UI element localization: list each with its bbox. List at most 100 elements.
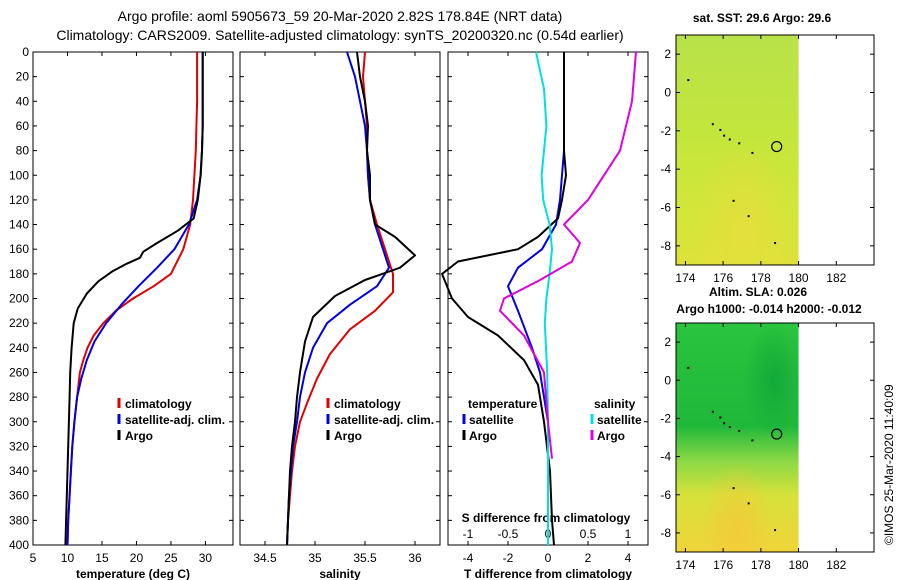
difference-series-s-argo (499, 51, 637, 459)
sla_map-xtick-label: 174 (675, 558, 695, 572)
sst_map-island (719, 128, 722, 131)
sst_map-ytick-label: -8 (660, 239, 671, 253)
salinity-xtick-label: 35.5 (353, 551, 377, 565)
difference-top-xlabel: S difference from climatology (462, 511, 631, 525)
ytick-label: 40 (16, 94, 30, 108)
sla_map-xtick-label: 182 (826, 558, 846, 572)
sla_map-island (687, 366, 690, 369)
legend-label: climatology (125, 397, 192, 411)
sst_map-island (747, 215, 750, 218)
legend-label: Argo (597, 429, 625, 443)
salinity-series-satellite-adj--clim- (286, 51, 390, 546)
temperature-panel: 0 20 40 60 80 100 120 140 160 180 200 220 240 260 280 3… (9, 45, 234, 580)
ytick-label: 220 (9, 316, 29, 330)
sla_map-ytick-label: -8 (660, 526, 671, 540)
ytick-label: 300 (9, 415, 29, 429)
temperature-series-argo (64, 52, 204, 546)
legend-label: Argo (469, 429, 497, 443)
imos-watermark: ©IMOS 25-Mar-2020 11:40:09 (882, 384, 896, 545)
legend-label: satellite (597, 413, 642, 427)
sst-map-title: sat. SST: 29.6 Argo: 29.6 (693, 11, 832, 25)
difference-xtick-label: -2 (503, 551, 514, 565)
sla_map-xtick-label: 176 (713, 558, 733, 572)
difference-top-xtick-label: -1 (463, 527, 474, 541)
salinity-panel: 34.5 35 35.5 36 salinity climatology satellite… (239, 51, 441, 580)
ytick-label: 400 (9, 538, 29, 552)
sst_map-ytick-label: -4 (660, 162, 671, 176)
sst_map-island (751, 151, 754, 154)
salinity-xlabel: salinity (319, 567, 361, 580)
sst_map-xtick-label: 176 (713, 271, 733, 285)
difference-xtick-label: -4 (463, 551, 474, 565)
difference-series-t-satellite (507, 52, 565, 545)
difference-top-xtick-label: 1 (625, 527, 632, 541)
ytick-label: 340 (9, 464, 29, 478)
sla_map-island (738, 429, 741, 432)
ytick-label: 380 (9, 513, 29, 527)
legend-salinity-title: salinity (594, 397, 636, 411)
temperature-xlabel: temperature (deg C) (76, 567, 190, 580)
salinity-series-argo (286, 51, 416, 546)
ytick-label: 20 (16, 70, 30, 84)
sla_map-ytick-label: -4 (660, 450, 671, 464)
legend-temperature-title: temperature (468, 397, 538, 411)
sst_map-argo-marker (771, 140, 783, 153)
temperature-xtick-label: 5 (30, 551, 37, 565)
sst_map-xtick-label: 174 (675, 271, 695, 285)
salinity-xtick-label: 36 (408, 551, 422, 565)
sst_map-xtick-label: 178 (751, 271, 771, 285)
sst_map-island (711, 123, 714, 126)
sla_map-island (711, 410, 714, 413)
ytick-label: 320 (9, 439, 29, 453)
ytick-label: 280 (9, 390, 29, 404)
header-line1: Argo profile: aoml 5905673_59 20-Mar-202… (118, 8, 563, 24)
legend-label: climatology (334, 397, 401, 411)
sla_map-xtick-label: 180 (789, 558, 809, 572)
legend-label: satellite-adj. clim. (334, 413, 434, 427)
sla_map-argo-marker (771, 428, 783, 440)
temperature-xtick-label: 10 (61, 551, 75, 565)
sst_map-ytick-label: 2 (664, 47, 671, 61)
sst_map-island (738, 142, 741, 145)
difference-series-s-satellite (535, 51, 553, 545)
sst_map-island (687, 79, 690, 82)
sla_map-ytick-label: -6 (660, 488, 671, 502)
difference-panel: -4 -2 0 2 4 T difference from climatology S di… (441, 51, 649, 580)
sla_map-island (723, 422, 726, 425)
temperature-xtick-label: 15 (95, 551, 109, 565)
temperature-series-satellite-adj--clim- (66, 52, 204, 546)
sla-map: 174 176 178 180 182 2 0 -2 -4 -6 -8 (660, 322, 875, 572)
ytick-label: 240 (9, 341, 29, 355)
ytick-label: 80 (16, 144, 30, 158)
difference-xlabel: T difference from climatology (464, 567, 632, 580)
header-line2: Climatology: CARS2009. Satellite-adjuste… (56, 27, 623, 43)
sla_map-frame (675, 322, 875, 553)
sst_map-frame (675, 34, 875, 266)
sla_map-island (719, 416, 722, 419)
sst_map-xtick-label: 182 (826, 271, 846, 285)
difference-xtick-label: 2 (585, 551, 592, 565)
temperature-series-climatology (66, 52, 199, 546)
sla_map-island (774, 529, 777, 532)
ytick-label: 60 (16, 119, 30, 133)
ytick-label: 200 (9, 292, 29, 306)
temperature-xtick-label: 25 (164, 551, 178, 565)
ytick-label: 120 (9, 193, 29, 207)
ytick-label: 160 (9, 242, 29, 256)
sst_map-ytick-label: -2 (660, 124, 671, 138)
salinity-series-climatology (286, 51, 394, 546)
sla_map-ytick-label: -2 (660, 411, 671, 425)
sla-map-title: Altim. SLA: 0.026 (709, 285, 807, 299)
sla_map-ytick-label: 0 (664, 373, 671, 387)
salinity-frame (239, 51, 441, 546)
ytick-label: 140 (9, 218, 29, 232)
legend-label: satellite-adj. clim. (125, 413, 225, 427)
ytick-label: 0 (22, 45, 29, 59)
sst_map-ytick-label: -6 (660, 201, 671, 215)
ytick-label: 100 (9, 168, 29, 182)
ytick-label: 180 (9, 267, 29, 281)
sst_map-field-patch (676, 35, 799, 265)
sla_map-ytick-label: 2 (664, 335, 671, 349)
sst_map-xtick-label: 180 (789, 271, 809, 285)
